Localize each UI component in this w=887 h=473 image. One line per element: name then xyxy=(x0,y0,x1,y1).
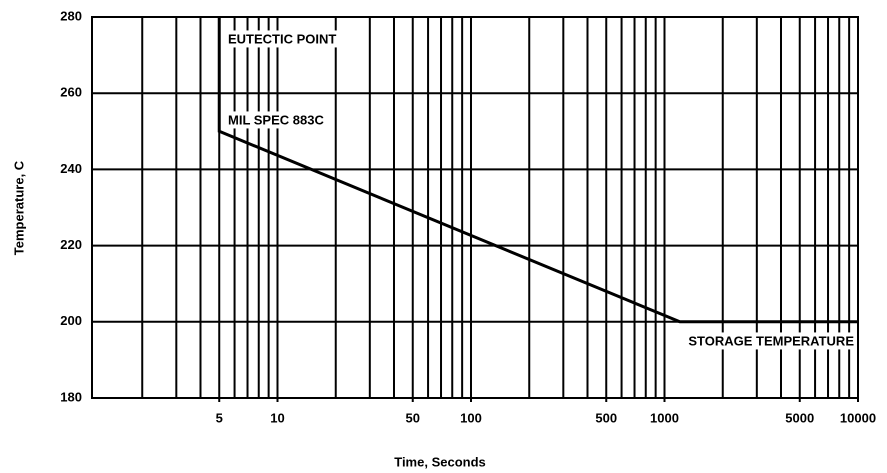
y-tick-label: 260 xyxy=(60,85,82,100)
annotation: EUTECTIC POINT xyxy=(228,31,336,46)
annotation-bg xyxy=(686,332,857,350)
y-tick-label: 280 xyxy=(60,8,82,23)
annotation: STORAGE TEMPERATURE xyxy=(688,333,854,348)
annotation-bg xyxy=(226,30,339,48)
annotation-bg xyxy=(226,111,327,129)
x-tick-label: 50 xyxy=(406,410,420,425)
x-tick-label: 10 xyxy=(270,410,284,425)
x-tick-label: 500 xyxy=(595,410,617,425)
y-tick-label: 180 xyxy=(60,389,82,404)
y-tick-label: 240 xyxy=(60,161,82,176)
x-tick-label: 10000 xyxy=(840,410,876,425)
x-tick-label: 1000 xyxy=(650,410,679,425)
x-tick-label: 100 xyxy=(460,410,482,425)
x-axis-label: Time, Seconds xyxy=(394,454,486,469)
x-tick-label: 5000 xyxy=(785,410,814,425)
y-tick-label: 220 xyxy=(60,237,82,252)
data-line xyxy=(217,17,858,324)
annotation: MIL SPEC 883C xyxy=(228,112,324,127)
y-axis-label: Temperature, C xyxy=(11,160,26,255)
x-tick-label: 5 xyxy=(216,410,223,425)
y-tick-label: 200 xyxy=(60,313,82,328)
